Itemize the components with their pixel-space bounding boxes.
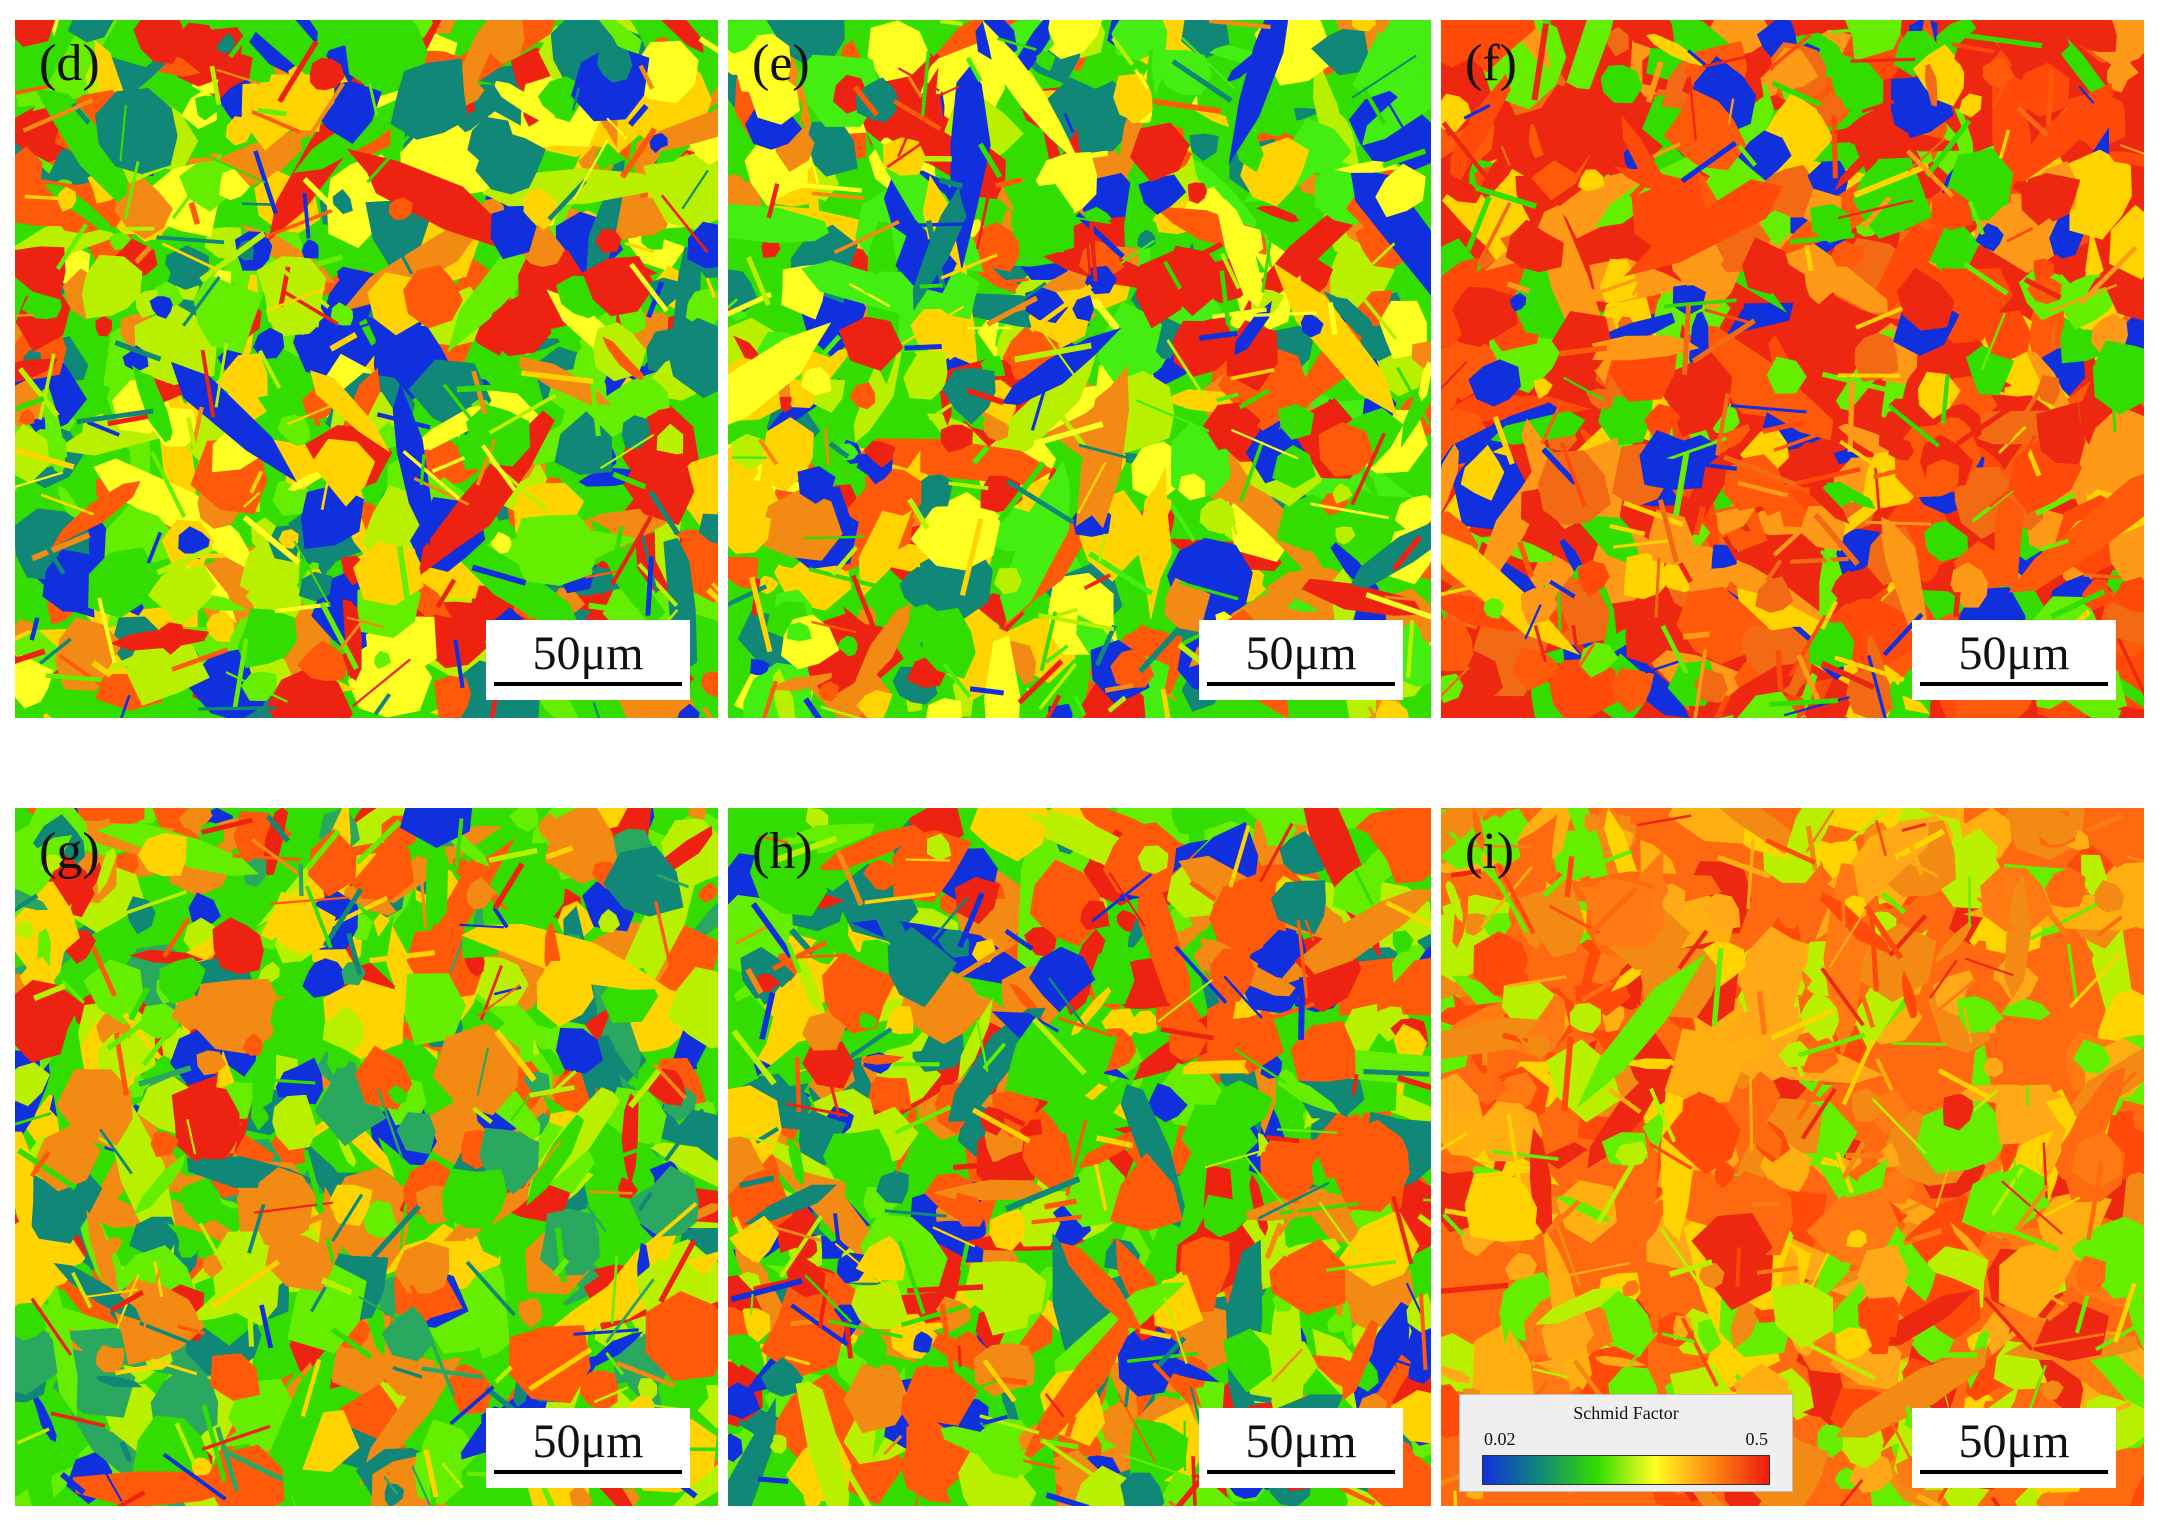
scale-bar-line bbox=[1920, 682, 2108, 686]
scale-bar-line bbox=[494, 1470, 682, 1474]
panel-d: (d) 50μm bbox=[15, 20, 718, 718]
scale-bar: 50μm bbox=[1199, 620, 1403, 700]
scale-bar: 50μm bbox=[1199, 1408, 1403, 1488]
panel-f: (f) 50μm bbox=[1441, 20, 2144, 718]
panel-label: (g) bbox=[39, 823, 100, 880]
panel-label: (h) bbox=[752, 823, 813, 880]
scale-bar-label: 50μm bbox=[1958, 627, 2070, 680]
scale-bar: 50μm bbox=[1912, 1408, 2116, 1488]
schmid-factor-legend: Schmid Factor 0.02 0.5 bbox=[1459, 1394, 1793, 1492]
panel-h: (h) 50μm bbox=[728, 808, 1431, 1506]
grain-map bbox=[728, 20, 1431, 718]
scale-bar: 50μm bbox=[1912, 620, 2116, 700]
legend-max: 0.5 bbox=[1745, 1429, 1769, 1449]
legend-color-bar bbox=[1482, 1455, 1770, 1485]
scale-bar-line bbox=[1920, 1470, 2108, 1474]
grain-map bbox=[1441, 808, 2144, 1506]
scale-bar-label: 50μm bbox=[532, 1415, 644, 1468]
scale-bar: 50μm bbox=[486, 620, 690, 700]
legend-title: Schmid Factor bbox=[1573, 1403, 1679, 1423]
scale-bar-label: 50μm bbox=[1245, 627, 1357, 680]
panel-label: (d) bbox=[39, 35, 100, 92]
grain-map bbox=[15, 808, 718, 1506]
scale-bar-line bbox=[1207, 682, 1395, 686]
grain-map bbox=[1441, 20, 2144, 718]
panel-e: (e) 50μm bbox=[728, 20, 1431, 718]
panel-g: (g) 50μm bbox=[15, 808, 718, 1506]
scale-bar-label: 50μm bbox=[1245, 1415, 1357, 1468]
scale-bar-line bbox=[1207, 1470, 1395, 1474]
grain-map bbox=[15, 20, 718, 718]
panel-label: (i) bbox=[1465, 823, 1515, 880]
grain-map bbox=[728, 808, 1431, 1506]
scale-bar-line bbox=[494, 682, 682, 686]
scale-bar-label: 50μm bbox=[532, 627, 644, 680]
panel-i: (i) Schmid Factor 0.02 0.5 50μm bbox=[1441, 808, 2144, 1506]
legend-min: 0.02 bbox=[1484, 1429, 1516, 1449]
panel-label: (e) bbox=[752, 35, 810, 92]
panel-label: (f) bbox=[1465, 35, 1517, 92]
scale-bar-label: 50μm bbox=[1958, 1415, 2070, 1468]
scale-bar: 50μm bbox=[486, 1408, 690, 1488]
